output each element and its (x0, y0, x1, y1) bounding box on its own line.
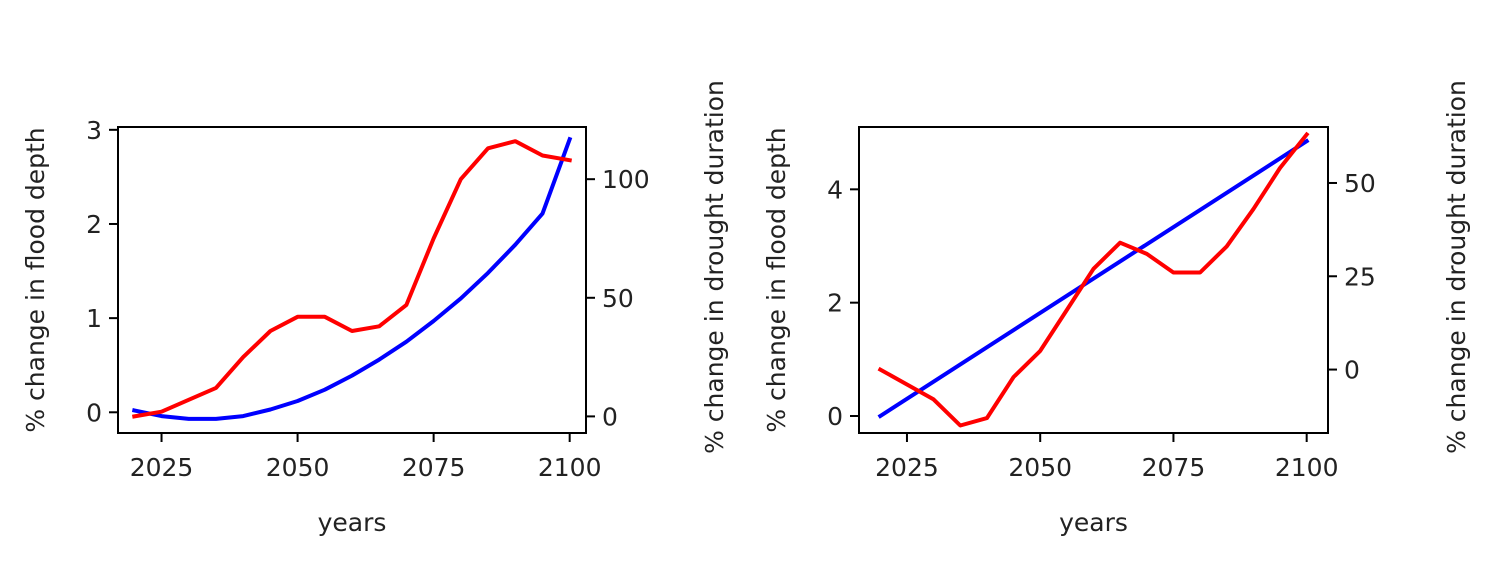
x-tick-label: 2100 (538, 453, 602, 482)
y-tick-label: 3 (86, 116, 102, 145)
x-axis-label: years (1059, 508, 1128, 537)
flood-depth-line (877, 138, 1310, 419)
y-tick-label: 4 (827, 175, 843, 204)
y2-axis-label: % change in drought duration (700, 80, 729, 454)
drought-duration-line (131, 139, 573, 419)
y2-tick-label: 0 (1344, 356, 1360, 385)
y2-tick-label: 0 (602, 402, 618, 431)
y-tick-label: 1 (86, 304, 102, 333)
y2-tick-label: 100 (602, 165, 650, 194)
plot-frame (117, 126, 587, 434)
x-tick-label: 2050 (266, 453, 330, 482)
y-axis-label: % change in flood depth (762, 127, 791, 432)
x-tick-label: 2050 (1008, 453, 1072, 482)
x-tick-label: 2075 (402, 453, 466, 482)
flood-depth-line (131, 136, 573, 421)
x-axis-label: years (318, 508, 387, 537)
plot-frame (858, 126, 1329, 434)
y2-tick-label: 25 (1344, 262, 1376, 291)
y-tick-label: 2 (827, 289, 843, 318)
x-tick-label: 2025 (130, 453, 194, 482)
x-tick-label: 2100 (1275, 453, 1339, 482)
series-group (131, 136, 573, 421)
chart-panel-2: 2025 2050 2075 2100 0 2 4 0 25 50 years % change in… (762, 80, 1471, 537)
y-tick-label: 0 (827, 402, 843, 431)
y-tick-label: 2 (86, 210, 102, 239)
y2-axis-label: % change in drought duration (1442, 80, 1471, 454)
series-group (877, 131, 1310, 428)
y-tick-label: 0 (86, 398, 102, 427)
y2-tick-label: 50 (1344, 169, 1376, 198)
y2-tick-label: 50 (602, 284, 634, 313)
x-tick-label: 2075 (1142, 453, 1206, 482)
x-tick-label: 2025 (875, 453, 939, 482)
drought-duration-line (877, 131, 1310, 428)
y-axis-label: % change in flood depth (21, 127, 50, 432)
